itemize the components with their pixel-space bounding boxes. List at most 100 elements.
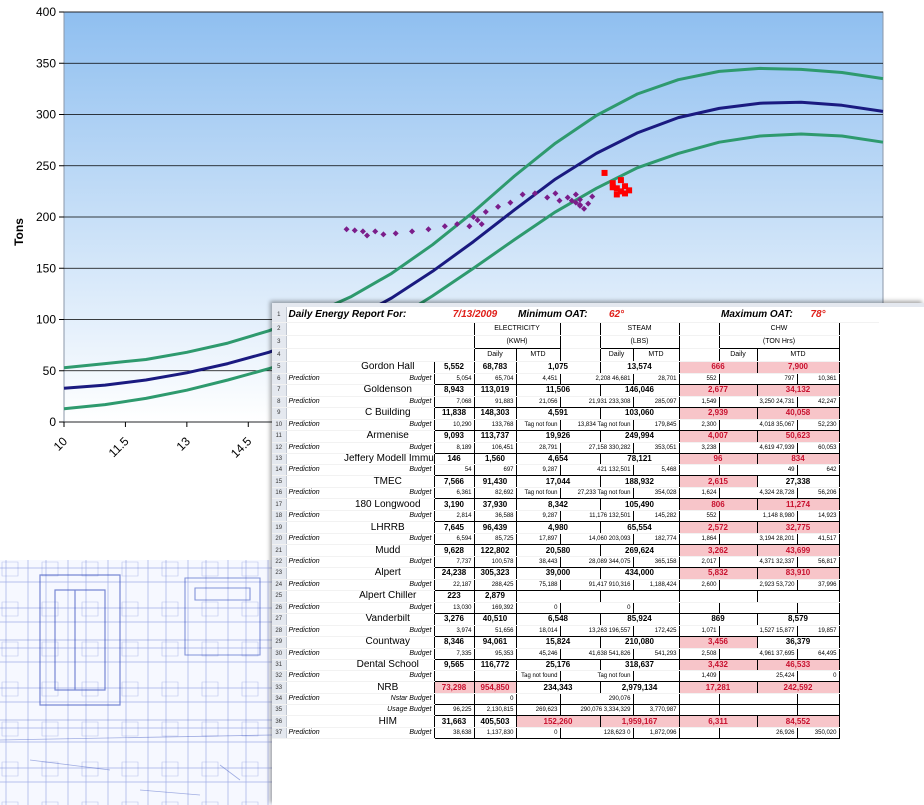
red-data-point: [613, 185, 620, 192]
chw-mtd: 242,592: [756, 681, 840, 695]
steam-budget: 290,076: [559, 693, 634, 706]
steam-daily: 4,591: [515, 407, 601, 420]
steam-daily: [515, 590, 601, 603]
steam-budget: 290,076 3,334,329: [559, 704, 634, 717]
chw-mtd: 46,533: [756, 659, 840, 672]
elec-mtd: 116,772: [473, 659, 517, 672]
steam-prediction: Tag not foun: [515, 487, 561, 500]
red-data-point: [613, 191, 620, 198]
steam-budget: 27,233 Tag not foun: [559, 487, 634, 500]
steam-budget: 13,834 Tag not foun: [559, 419, 634, 431]
elec-daily: 9,628: [433, 544, 475, 558]
steam-mtd: 249,994: [599, 430, 680, 443]
chw-mtd: 834: [756, 453, 840, 466]
steam-mtd: [599, 590, 680, 603]
chw-budget: 1,148 8,980: [718, 510, 798, 523]
steam-mtd: 2,979,134: [599, 681, 680, 695]
cell: [286, 636, 342, 649]
budget-label: Budget: [342, 487, 434, 500]
chw-prediction: [678, 727, 720, 740]
ruler-cell: [633, 303, 679, 307]
budget-label: Budget: [342, 727, 434, 740]
cell: [679, 348, 719, 362]
chw-budget: [718, 704, 798, 717]
y-axis: 0 50 100 150 200 250 300 350 400: [36, 5, 64, 429]
building-name: 180 Longwood: [342, 498, 434, 512]
y-tick-label: 150: [36, 261, 56, 275]
cell: [560, 348, 600, 362]
budget-label: Budget: [342, 625, 434, 637]
cell: [286, 322, 474, 336]
steam-mtd: 188,932: [599, 475, 680, 489]
building-name: Alpert Chiller: [342, 590, 434, 603]
upper-band-line: [63, 66, 884, 370]
elec-budget: 85,725: [473, 533, 517, 546]
elec-budget: 106,451: [473, 442, 517, 454]
ruler-cell: [272, 303, 286, 307]
chw-mtd: 32,775: [756, 521, 840, 535]
row-number: 36: [272, 715, 287, 729]
elec-mtd: 68,783: [473, 361, 517, 374]
chw-mtd-budget: 350,020: [796, 727, 840, 740]
building-name: Alpert: [342, 567, 434, 580]
elec-daily: 8,943: [433, 384, 475, 397]
cell: [286, 348, 474, 362]
chw-prediction: [678, 464, 720, 477]
purple-data-point: [581, 205, 588, 212]
chw-mtd: 50,623: [756, 430, 840, 443]
ruler-cell: [600, 303, 633, 307]
elec-daily: 3,190: [433, 498, 475, 512]
group-name: ELECTRICITY: [473, 322, 561, 336]
elec-budget: 36,588: [473, 510, 517, 523]
elec-prediction: 22,187: [433, 579, 475, 591]
report-date: 7/13/2009: [434, 307, 516, 323]
chw-budget: 1,527 15,877: [718, 625, 798, 637]
elec-budget: 288,425: [473, 579, 517, 591]
chw-mtd-budget: 52,230: [796, 419, 840, 431]
y-tick-label: 100: [36, 313, 56, 327]
purple-data-point: [544, 194, 551, 201]
chw-budget: 25,424: [718, 670, 798, 683]
cell: [286, 715, 342, 729]
elec-prediction: 54: [433, 464, 475, 477]
cell: [286, 590, 342, 603]
col-mtd-header: MTD: [756, 348, 840, 362]
row-number: 9: [272, 407, 287, 420]
prediction-label: Prediction: [286, 419, 342, 431]
steam-daily: 6,548: [515, 613, 601, 626]
steam-daily: 8,342: [515, 498, 601, 512]
prediction-label: Prediction: [286, 648, 342, 660]
steam-budget: 0: [559, 602, 634, 614]
elec-daily: 9,093: [433, 430, 475, 443]
elec-budget: 51,656: [473, 625, 517, 637]
purple-data-point: [441, 223, 448, 230]
purple-data-point: [359, 228, 366, 235]
building-name: Mudd: [342, 544, 434, 558]
elec-prediction: 7,068: [433, 396, 475, 408]
row-number: 30: [272, 648, 287, 660]
steam-budget: 14,060 203,093: [559, 533, 634, 546]
row-number: 5: [272, 361, 287, 374]
chw-mtd: 8,579: [756, 613, 840, 626]
steam-mtd-budget: [632, 602, 680, 614]
series-lines: [63, 66, 884, 411]
elec-mtd: 91,430: [473, 475, 517, 489]
group-name: CHW: [718, 322, 840, 336]
budget-label: Budget: [342, 648, 434, 660]
purple-data-point: [392, 230, 399, 237]
budget-label: Budget: [342, 533, 434, 546]
y-axis-label: Tons: [12, 218, 26, 246]
red-data-point: [601, 169, 608, 176]
cell: [679, 322, 719, 336]
building-name: Vanderbilt: [342, 613, 434, 626]
budget-label: Budget: [342, 396, 434, 408]
steam-daily: 234,343: [515, 681, 601, 695]
chw-budget: 49: [718, 464, 798, 477]
building-name: Dental School: [342, 659, 434, 672]
steam-prediction: 9,287: [515, 510, 561, 523]
cell: [286, 659, 342, 672]
red-data-point: [609, 180, 616, 187]
chw-prediction: 2,300: [678, 419, 720, 431]
purple-data-point: [564, 194, 571, 201]
